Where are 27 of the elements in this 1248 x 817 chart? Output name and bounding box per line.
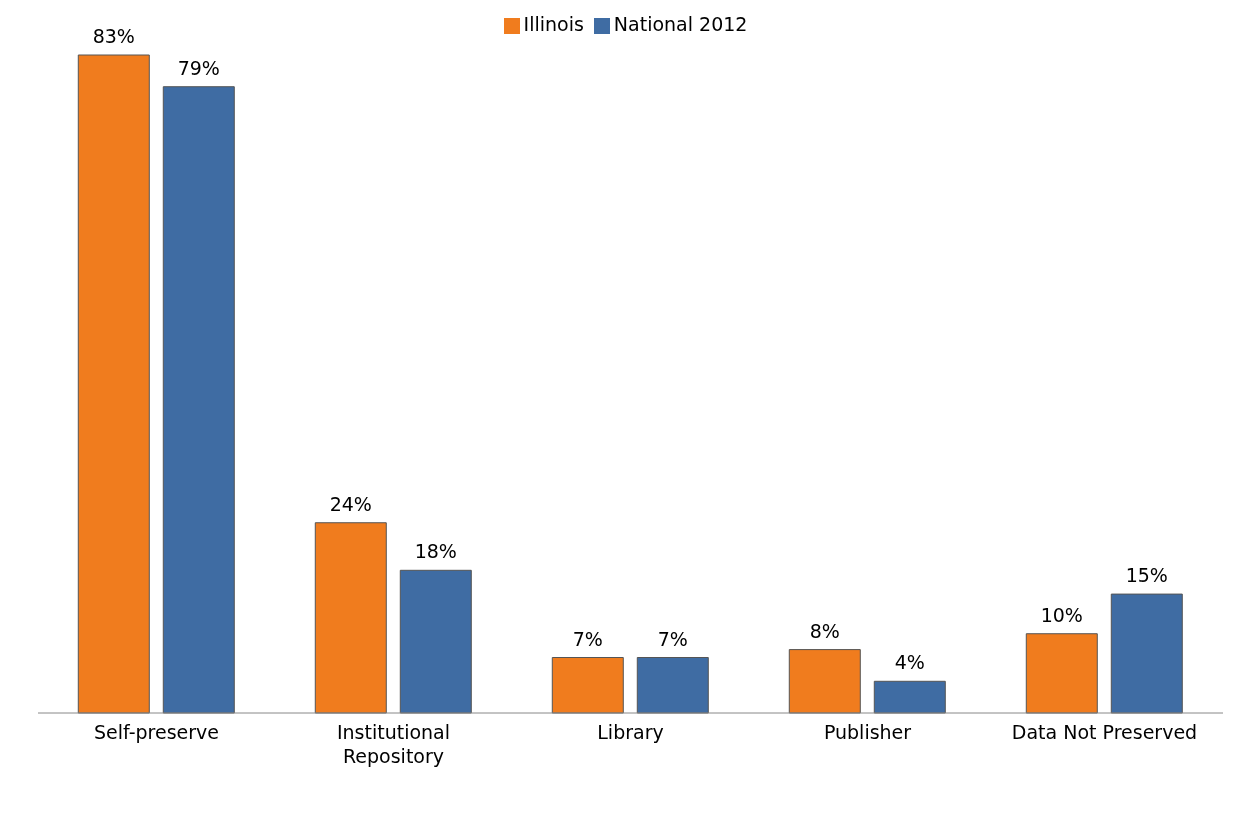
data-label: 83% (92, 25, 135, 47)
x-tick-label: Institutional Repository (336, 721, 451, 767)
bar (788, 649, 861, 714)
data-label: 7% (657, 627, 688, 650)
legend-label: National 2012 (613, 13, 748, 35)
bar (399, 569, 472, 714)
x-tick-label: Self-preserve (93, 721, 220, 743)
bar (873, 680, 946, 714)
legend-label: Illinois (523, 13, 584, 35)
data-label: 18% (414, 540, 457, 563)
bar (1025, 633, 1098, 714)
x-tick-label: Data Not Preserved (1011, 721, 1198, 743)
data-label: 8% (809, 619, 840, 642)
data-label: 24% (329, 492, 372, 515)
data-label: 4% (894, 651, 925, 674)
data-label: 7% (572, 627, 603, 650)
bar (636, 657, 709, 714)
bar (77, 54, 150, 714)
x-tick-label: Library (597, 721, 664, 743)
data-label: 79% (177, 56, 220, 79)
data-label: 15% (1125, 564, 1168, 587)
bar (1110, 593, 1183, 714)
bar (162, 86, 235, 714)
bar (551, 657, 624, 714)
x-tick-label: Publisher (823, 721, 912, 743)
data-label: 10% (1040, 603, 1083, 626)
bar (314, 522, 387, 714)
